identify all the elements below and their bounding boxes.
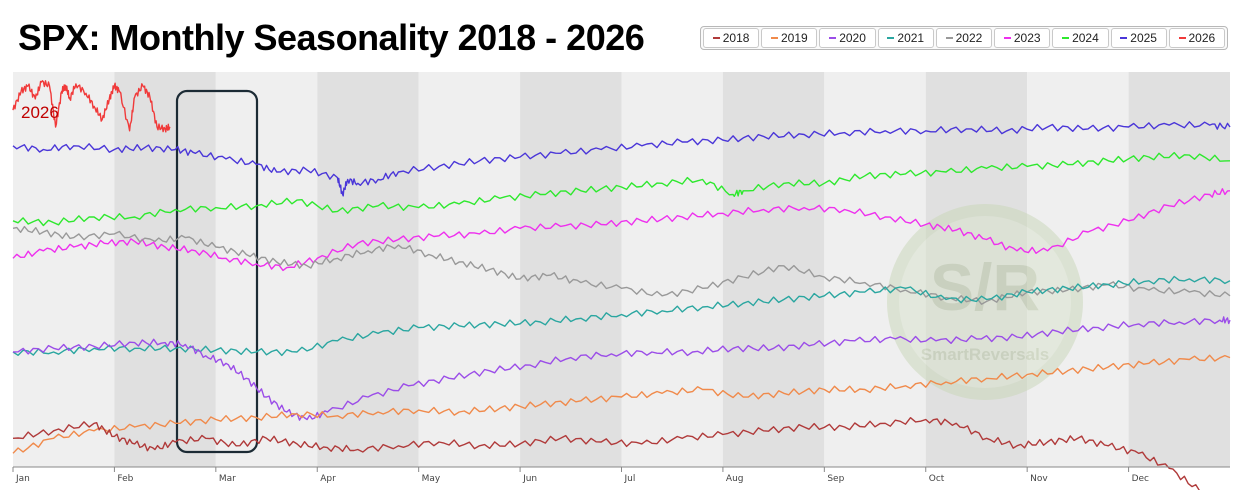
legend-swatch-2023 (1003, 37, 1011, 39)
legend-swatch-2022 (945, 37, 953, 39)
inline-label-2026: 2026 (21, 103, 59, 122)
month-bands (13, 72, 1230, 467)
legend-item-2020[interactable]: 2020 (819, 28, 876, 48)
legend-label-2025: 2025 (1130, 31, 1157, 45)
legend-item-2024[interactable]: 2024 (1052, 28, 1109, 48)
legend-label-2024: 2024 (1072, 31, 1099, 45)
legend-item-2018[interactable]: 2018 (703, 28, 760, 48)
month-band-feb (114, 72, 216, 467)
legend-item-2021[interactable]: 2021 (877, 28, 934, 48)
x-tick-label-may: May (422, 474, 441, 484)
series-line-2018 (12, 417, 1200, 490)
legend-swatch-2018 (712, 37, 720, 39)
legend-item-2022[interactable]: 2022 (935, 28, 993, 48)
legend-item-2023[interactable]: 2023 (994, 28, 1051, 48)
x-tick-label-apr: Apr (320, 474, 336, 484)
series-lines (12, 80, 1231, 490)
x-tick-label-mar: Mar (219, 474, 236, 484)
month-band-jul (621, 72, 723, 467)
series-line-2023 (12, 188, 1231, 272)
legend-label-2020: 2020 (839, 31, 866, 45)
legend-label-2023: 2023 (1013, 31, 1041, 45)
legend-label-2019: 2019 (780, 31, 808, 45)
legend: 2018 2019 2020 2021 2022 2023 2024 2025 2026 (700, 26, 1228, 50)
x-tick-label-aug: Aug (726, 474, 744, 484)
month-band-dec (1128, 72, 1230, 467)
legend-swatch-2020 (829, 37, 837, 39)
series-line-2026 (12, 80, 171, 133)
x-tick-label-oct: Oct (929, 474, 945, 484)
x-tick-label-dec: Dec (1132, 474, 1149, 484)
x-tick-label-sep: Sep (827, 474, 844, 484)
watermark-logo-text: S/R (930, 250, 1040, 324)
month-band-aug (722, 72, 825, 467)
series-line-2019 (12, 354, 1231, 454)
chart-title: SPX: Monthly Seasonality 2018 - 2026 (18, 17, 645, 58)
legend-label-2018: 2018 (722, 31, 750, 45)
legend-swatch-2021 (887, 37, 895, 39)
month-band-jun (520, 72, 622, 467)
series-line-2020 (12, 316, 1231, 421)
legend-item-2019[interactable]: 2019 (761, 28, 818, 48)
legend-item-2025[interactable]: 2025 (1110, 28, 1167, 48)
legend-item-2026[interactable]: 2026 (1168, 28, 1225, 48)
x-axis: Jan Feb Mar Apr May Jun Jul Aug Sep Oct Nov Dec (12, 467, 1149, 484)
x-tick-label-nov: Nov (1030, 474, 1048, 484)
legend-swatch-2024 (1062, 37, 1070, 39)
x-tick-label-jan: Jan (15, 474, 30, 484)
series-line-2022 (12, 225, 1231, 305)
legend-label-2022: 2022 (955, 31, 983, 45)
series-line-2024 (12, 151, 1231, 227)
month-band-mar (215, 72, 318, 467)
watermark-text: SmartReversals (921, 345, 1050, 364)
month-band-may (418, 72, 521, 467)
legend-swatch-2025 (1120, 37, 1128, 39)
x-tick-label-jul: Jul (624, 474, 636, 484)
highlight-window (175, 89, 259, 454)
month-band-apr (317, 72, 419, 467)
legend-swatch-2019 (770, 37, 778, 39)
legend-label-2026: 2026 (1188, 31, 1216, 45)
series-line-2025 (12, 121, 1231, 197)
legend-swatch-2026 (1178, 37, 1186, 39)
x-tick-label-jun: Jun (522, 474, 537, 484)
month-band-jan (13, 72, 115, 467)
x-tick-label-feb: Feb (117, 474, 133, 484)
legend-label-2021: 2021 (897, 31, 925, 45)
series-line-2021 (12, 275, 1231, 357)
